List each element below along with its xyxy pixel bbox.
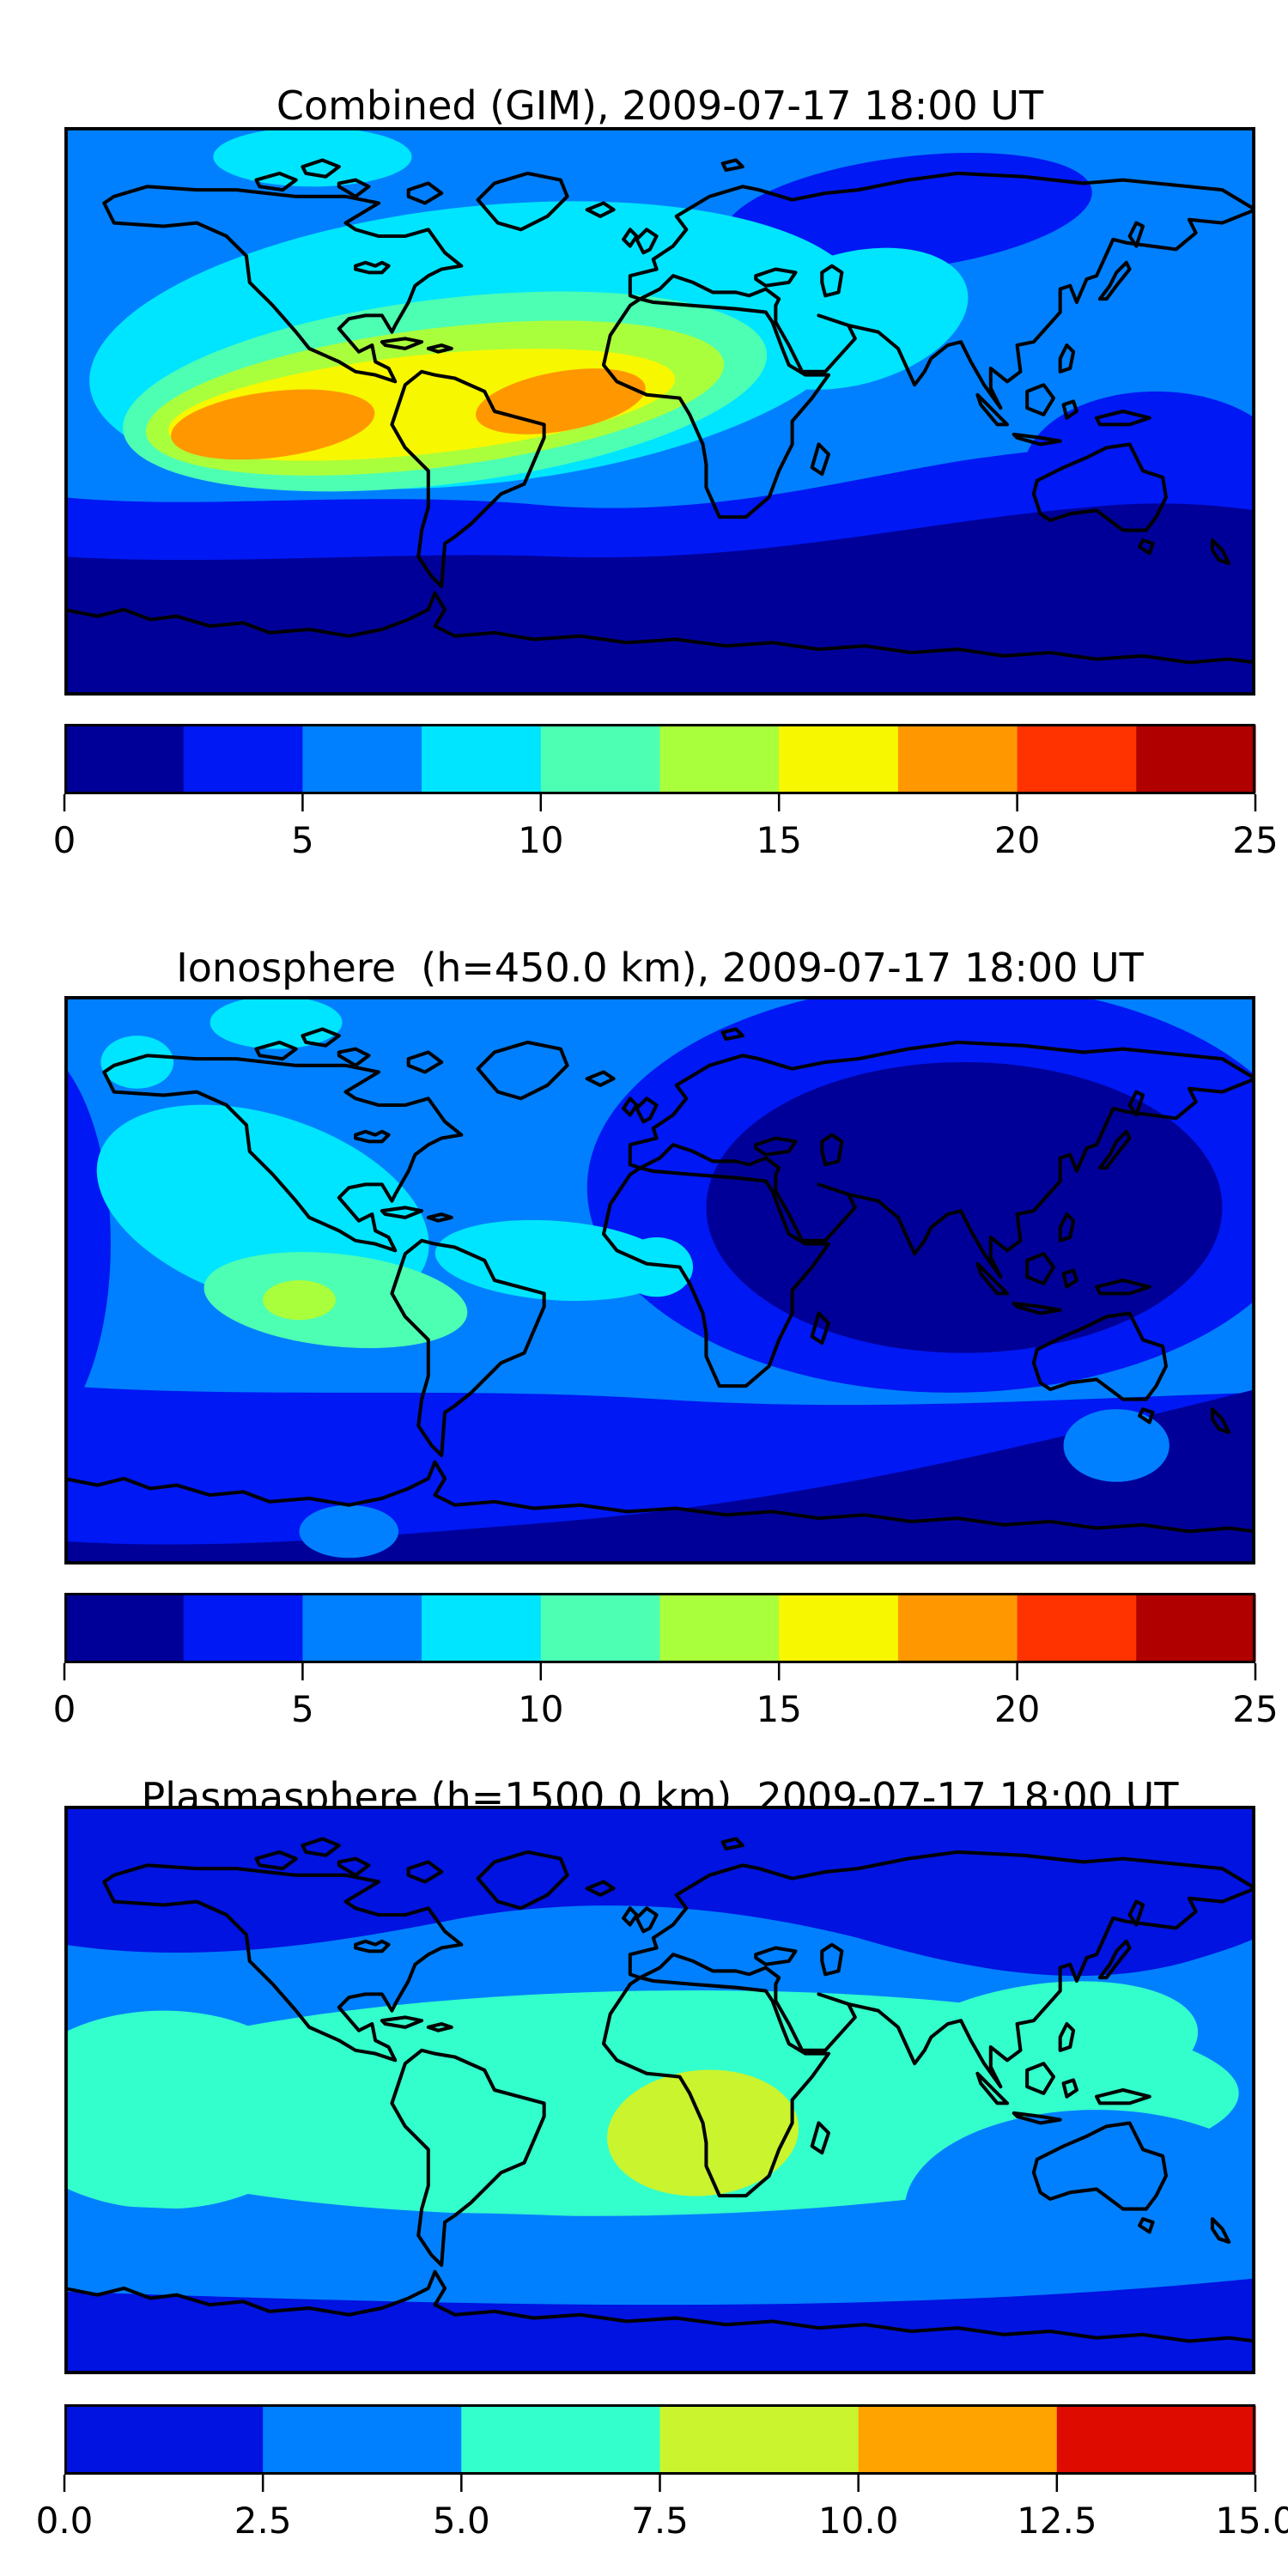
contour-band [883, 1981, 1199, 2120]
contour-band [724, 153, 1092, 274]
contour-band [620, 1236, 694, 1297]
colorbar-frame [64, 1593, 1255, 1663]
colorbar-tick-label: 20 [994, 1688, 1040, 1730]
colorbar-frame [64, 2404, 1255, 2475]
colorbar-segment [659, 1594, 780, 1662]
colorbar-segment [183, 725, 303, 793]
colorbar-ionosphere: 0 5 10 15 20 25 [53, 1593, 1279, 1730]
colorbar-tick-label: 25 [1232, 819, 1278, 861]
contour-band [1063, 1409, 1170, 1482]
colorbar-segment [302, 725, 422, 793]
colorbar-tick-label: 12.5 [1017, 2500, 1097, 2542]
colorbar-combined: 0 5 10 15 20 25 [53, 724, 1279, 861]
contour-band [706, 1061, 1223, 1353]
map-frame [64, 996, 1255, 1564]
contour-band [263, 1280, 336, 1321]
colorbar-segment [779, 725, 899, 793]
colorbar-segment [858, 2405, 1058, 2474]
colorbar-segment [302, 1594, 422, 1662]
colorbar-segment [659, 2405, 860, 2474]
contour-band [100, 1036, 174, 1089]
map-ionosphere [64, 996, 1255, 1564]
colorbar-tick-label: 5.0 [433, 2500, 490, 2542]
colorbar-segment [1017, 1594, 1137, 1662]
contour-band [64, 2172, 1255, 2306]
title-ionosphere: Ionosphere (h=450.0 km), 2009-07-17 18:0… [176, 945, 1144, 992]
colorbar-segment [263, 2405, 462, 2474]
colorbar-tick-label: 15.0 [1215, 2500, 1288, 2542]
colorbar-tick-label: 7.5 [631, 2500, 689, 2542]
colorbar-tick-label: 10 [518, 819, 563, 861]
colorbar-tick-label: 0 [53, 819, 76, 861]
colorbar-segment [183, 1594, 303, 1662]
colorbar-segment [540, 1594, 661, 1662]
colorbar-tick-label: 0.0 [36, 2500, 94, 2542]
colorbar-tick-label: 10 [518, 1688, 563, 1730]
colorbar-segment [64, 1594, 185, 1662]
colorbar-segment [540, 725, 661, 793]
contour-band [64, 1806, 1255, 1977]
contour-band [171, 389, 375, 460]
colorbar-tick-label: 5 [291, 1688, 314, 1730]
title-combined-gim: Combined (GIM), 2009-07-17 18:00 UT [276, 82, 1044, 130]
colorbar-segment [1136, 725, 1256, 793]
colorbar-segment [897, 1594, 1018, 1662]
colorbar-segment [64, 2405, 264, 2474]
colorbar-tick-label: 15 [756, 1688, 801, 1730]
colorbar-segment [1017, 725, 1137, 793]
colorbar-segment [897, 725, 1018, 793]
colorbar-tick-label: 10.0 [818, 2500, 899, 2542]
colorbar-segment [779, 1594, 899, 1662]
colorbar-tick-label: 15 [756, 819, 801, 861]
colorbar-plasmasphere: 0.0 2.5 5.0 7.5 10.0 12.5 15.0 [36, 2404, 1288, 2542]
contour-band [210, 996, 343, 1049]
colorbar-segment [1136, 1594, 1256, 1662]
colorbar-segment [659, 725, 780, 793]
colorbar-frame [64, 724, 1255, 794]
contour-band [213, 127, 412, 187]
map-frame [64, 1806, 1255, 2374]
contour-band [64, 1389, 1255, 1564]
colorbar-segment [64, 725, 185, 793]
colorbar-segment [461, 2405, 661, 2474]
colorbar-segment [422, 725, 542, 793]
colorbar-tick-label: 20 [994, 819, 1040, 861]
map-plasmasphere [64, 1806, 1255, 2374]
contour-bands [64, 1806, 1255, 2374]
colorbar-tick-label: 25 [1232, 1688, 1278, 1730]
contour-band [299, 1504, 399, 1558]
colorbar-segment [422, 1594, 542, 1662]
map-frame [64, 127, 1255, 696]
colorbar-tick-label: 0 [53, 1688, 76, 1730]
colorbar-tick-label: 2.5 [234, 2500, 292, 2542]
colorbar-segment [1056, 2405, 1256, 2474]
colorbar-tick-label: 5 [291, 819, 314, 861]
contour-band [64, 2278, 1255, 2374]
map-combined-gim [64, 127, 1255, 696]
